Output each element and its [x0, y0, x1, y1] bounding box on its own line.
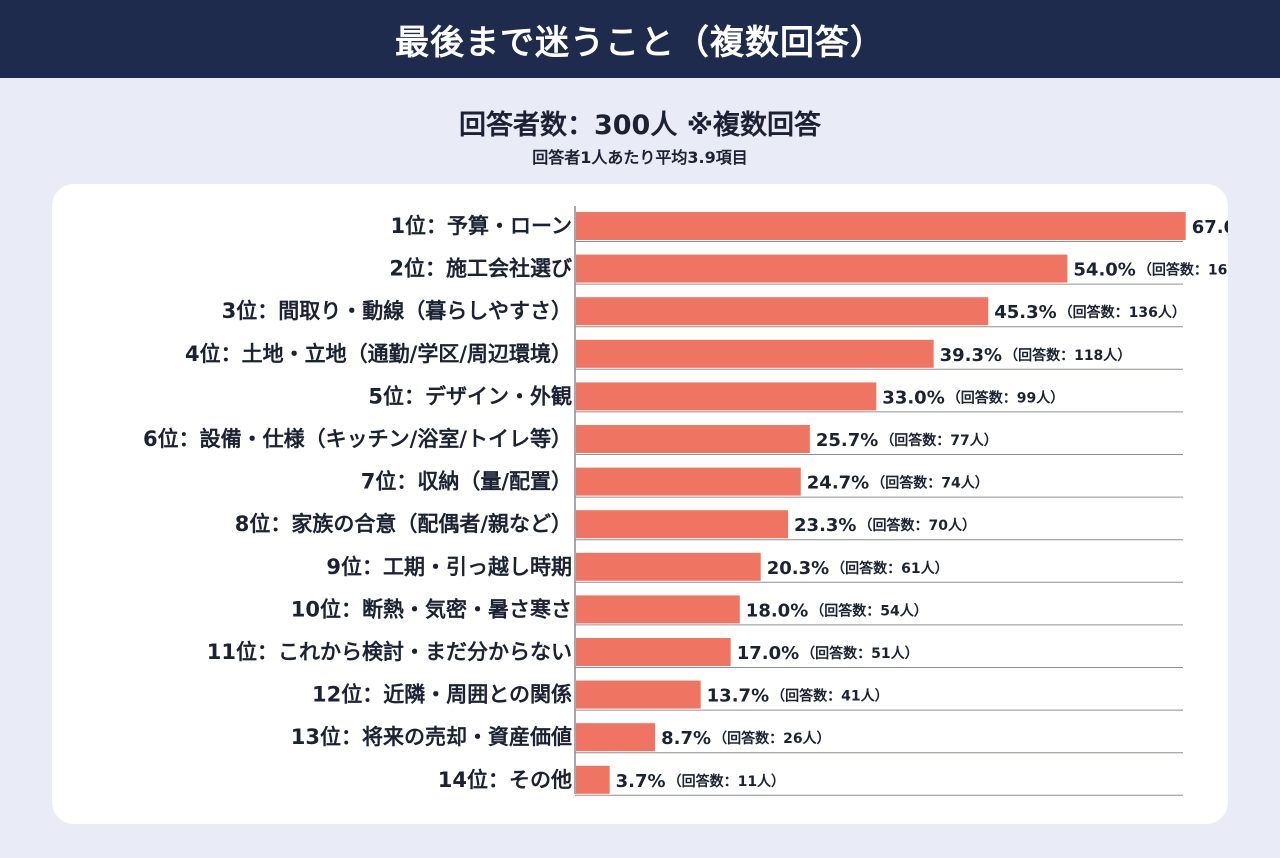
header-bar: 最後まで迷うこと（複数回答）	[0, 0, 1280, 78]
value-label: 20.3%	[767, 558, 829, 579]
average-items-note: 回答者1人あたり平均3.9項目	[532, 148, 748, 167]
count-label: （回答数：70人）	[858, 517, 975, 534]
bar	[576, 467, 801, 496]
value-label: 45.3%	[994, 302, 1056, 323]
bar	[576, 339, 934, 368]
category-label: 1位：予算・ローン	[390, 214, 572, 238]
value-label: 8.7%	[661, 728, 711, 749]
category-label: 13位：将来の売却・資産価値	[291, 725, 572, 749]
count-label: （回答数：74人）	[871, 475, 988, 492]
value-label: 17.0%	[737, 643, 799, 664]
value-label: 25.7%	[816, 430, 878, 451]
value-label: 18.0%	[746, 600, 808, 621]
category-label: 9位：工期・引っ越し時期	[326, 555, 572, 579]
value-label: 39.3%	[940, 345, 1002, 366]
bar	[576, 552, 761, 581]
bar	[576, 425, 810, 453]
value-label: 67.0%	[1192, 217, 1228, 238]
bar	[576, 680, 701, 709]
bar	[576, 382, 877, 411]
category-label: 14位：その他	[438, 768, 572, 792]
count-label: （回答数：51人）	[801, 645, 918, 662]
value-label: 33.0%	[882, 387, 944, 408]
bar	[576, 723, 656, 752]
count-label: （回答数：41人）	[771, 688, 888, 705]
bar	[576, 510, 789, 539]
page-title: 最後まで迷うこと（複数回答）	[395, 22, 885, 63]
count-label: （回答数：11人）	[668, 773, 785, 790]
count-label: （回答数：118人）	[1004, 347, 1131, 364]
bar	[576, 212, 1186, 240]
bar-chart: 1位：予算・ローン67.0%（回答数：201人）2位：施工会社選び54.0%（回…	[143, 206, 1228, 796]
chart-card: 1位：予算・ローン67.0%（回答数：201人）2位：施工会社選び54.0%（回…	[52, 184, 1228, 824]
value-label: 13.7%	[707, 686, 769, 707]
category-label: 12位：近隣・周囲との関係	[312, 683, 572, 707]
respondents-summary: 回答者数：300人 ※複数回答	[458, 110, 821, 141]
count-label: （回答数：77人）	[880, 432, 997, 449]
value-label: 23.3%	[794, 515, 856, 536]
value-label: 54.0%	[1073, 260, 1135, 281]
bar	[576, 638, 731, 666]
count-label: （回答数：61人）	[831, 560, 948, 577]
count-label: （回答数：99人）	[947, 389, 1064, 406]
category-label: 11位：これから検討・まだ分からない	[207, 640, 572, 664]
count-label: （回答数：136人）	[1059, 304, 1186, 321]
summary: 回答者数：300人 ※複数回答 回答者1人あたり平均3.9項目	[0, 108, 1280, 170]
category-label: 3位：間取り・動線（暮らしやすさ）	[222, 299, 572, 323]
count-label: （回答数：162人）	[1138, 262, 1228, 279]
count-label: （回答数：26人）	[713, 730, 830, 747]
category-label: 8位：家族の合意（配偶者/親など）	[235, 512, 572, 536]
bar	[576, 254, 1068, 283]
category-label: 4位：土地・立地（通勤/学区/周辺環境）	[185, 342, 572, 366]
bar	[576, 765, 610, 794]
category-label: 6位：設備・仕様（キッチン/浴室/トイレ等）	[143, 427, 572, 451]
category-label: 2位：施工会社選び	[389, 257, 572, 281]
category-label: 10位：断熱・気密・暑さ寒さ	[291, 597, 572, 621]
bar	[576, 595, 740, 624]
category-label: 7位：収納（量/配置）	[361, 470, 572, 494]
count-label: （回答数：54人）	[810, 602, 927, 619]
value-label: 24.7%	[807, 473, 869, 494]
value-label: 3.7%	[616, 771, 666, 792]
bar	[576, 297, 989, 326]
category-label: 5位：デザイン・外観	[368, 384, 572, 408]
